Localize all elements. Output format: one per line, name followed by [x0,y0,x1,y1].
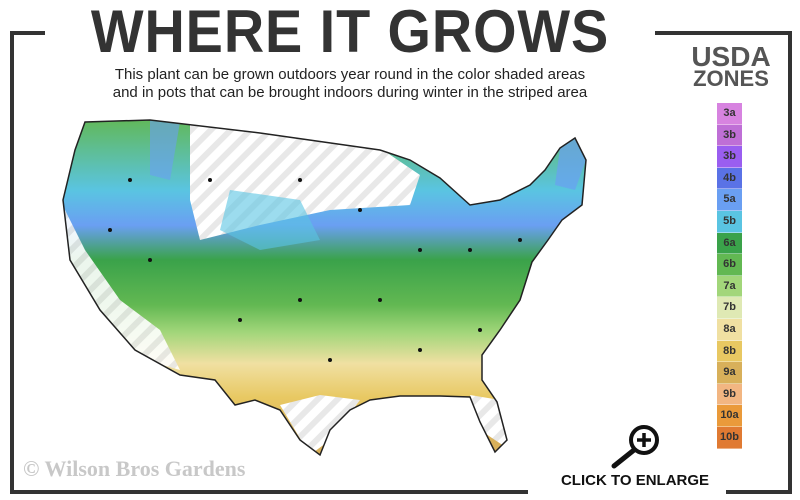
legend-zone-7a: 7a [717,275,742,298]
subtitle-line-1: This plant can be grown outdoors year ro… [114,66,586,83]
legend-zone-8a: 8a [717,318,742,341]
title-gap [45,20,655,40]
legend-zone-6a: 6a [717,232,742,255]
legend-zone-10b: 10b [717,426,742,449]
legend-zone-9a: 9a [717,362,742,384]
subtitle: This plant can be grown outdoors year ro… [40,66,660,102]
legend-zone-5b: 5b [717,210,742,233]
legend-zone-4b: 4b [717,167,742,190]
legend-zone-9b: 9b [717,383,742,406]
legend-zone-3a: 3a [717,103,742,125]
legend-zone-5a: 5a [717,189,742,211]
click-to-enlarge-button[interactable]: CLICK TO ENLARGE [560,472,710,489]
zone-legend: 3a 3b 3b 4b 5a 5b 6a 6b 7a 7b 8a 8b 9a 9b 10a 10b [717,103,742,449]
usda-zone-map[interactable] [0,0,660,470]
magnifier-plus-icon[interactable] [608,424,664,470]
copyright: © Wilson Bros Gardens [23,456,246,481]
enlarge-gap [528,480,726,500]
legend-title-zones: ZONES [693,66,769,91]
legend-zone-3b: 3b [717,124,742,147]
subtitle-line-2: and in pots that can be brought indoors … [112,84,588,101]
legend-zone-6b: 6b [717,254,742,276]
legend-zone-3b: 3b [717,146,742,168]
city-dots [108,178,522,362]
legend-zone-7b: 7b [717,297,742,319]
page-title: WHERE IT GROWS [90,0,610,65]
legend-zone-10a: 10a [717,405,742,427]
legend-zone-8b: 8b [717,340,742,363]
legend-title-usda: USDA [691,41,771,72]
legend-title: USDA ZONES [676,41,786,91]
